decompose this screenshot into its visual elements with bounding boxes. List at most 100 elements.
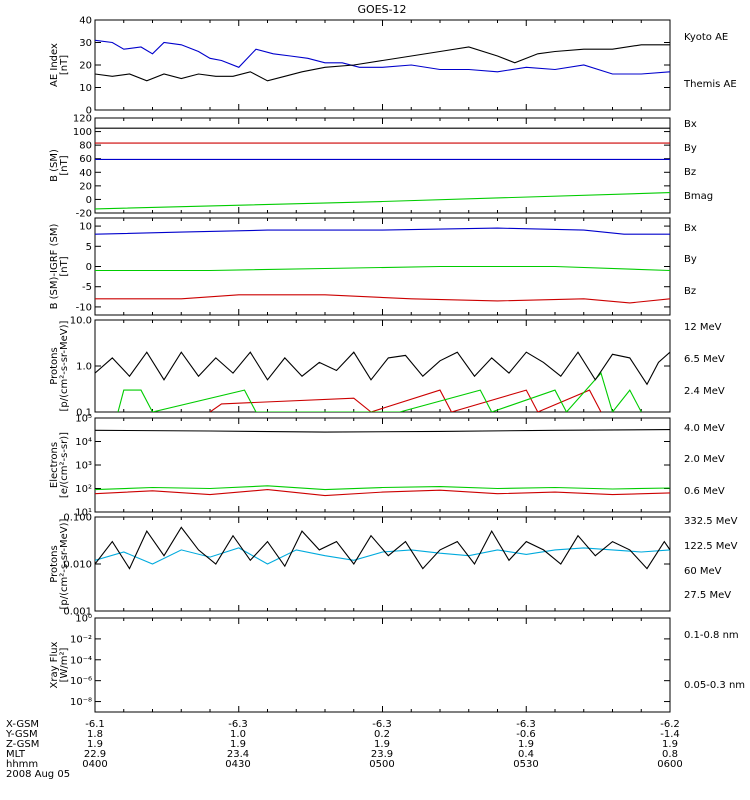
y-axis-label: [nT] xyxy=(59,155,70,175)
footer-value: 1.9 xyxy=(230,739,246,750)
footer-value: 23.9 xyxy=(371,749,393,760)
legend-entry: Bz xyxy=(684,286,696,297)
panel-2: -20 0 20 40 60 80 100 120 B (SM) [nT] Bx By Bz Bmag xyxy=(49,114,713,220)
y-tick-label: -20 xyxy=(76,209,92,220)
series-line xyxy=(209,389,602,412)
legend-entry: 27.5 MeV xyxy=(684,590,731,601)
y-tick-label: 5 xyxy=(86,242,92,253)
legend-entry: Bmag xyxy=(684,191,713,202)
y-tick-label: 10⁰ xyxy=(75,614,92,625)
legend-entry: 4.0 MeV xyxy=(684,423,725,434)
y-tick-label: 40 xyxy=(79,16,92,27)
panel-6: 0.001 0.010 0.100 Protons [p/(cm²-s-sr-MeV)]… xyxy=(49,513,738,618)
y-tick-label: 0 xyxy=(86,262,92,273)
y-tick-label: 0 xyxy=(86,195,92,206)
panel-frame xyxy=(94,117,671,214)
y-tick-label: 10¹ xyxy=(75,508,92,519)
y-axis-label: Electrons xyxy=(49,442,60,488)
y-tick-label: 10² xyxy=(75,484,92,495)
y-axis-label: AE Index xyxy=(49,43,60,87)
y-tick-label: 80 xyxy=(79,141,92,152)
footer-value: 1.9 xyxy=(374,739,390,750)
footer-value: 1.9 xyxy=(518,739,534,750)
footer-row-label: X-GSM xyxy=(6,719,39,730)
y-tick-label: 1.0 xyxy=(76,362,92,373)
footer-date: 2008 Aug 05 xyxy=(6,769,70,780)
series-line xyxy=(95,429,670,433)
legend-entry: 0.1-0.8 nm xyxy=(684,630,739,641)
legend-entry: Bz xyxy=(684,167,696,178)
y-axis-label: [nT] xyxy=(59,55,70,75)
y-tick-label: 10⁻² xyxy=(70,634,92,645)
footer-value: -6.2 xyxy=(660,719,680,730)
y-axis-label: [p/(cm²-s-sr-MeV)] xyxy=(59,518,70,609)
legend-entry: 60 MeV xyxy=(684,566,722,577)
series-line xyxy=(117,371,642,412)
y-tick-label: 0.100 xyxy=(63,513,92,524)
series-line xyxy=(95,547,670,565)
y-tick-label: 30 xyxy=(79,38,92,49)
y-axis-label: Protons xyxy=(49,347,60,384)
series-line xyxy=(95,227,670,235)
footer-value: 0530 xyxy=(513,759,538,770)
series-line xyxy=(95,265,670,272)
legend-entry: Themis AE xyxy=(683,79,737,90)
legend-entry: 0.6 MeV xyxy=(684,486,725,497)
footer-value: 0.2 xyxy=(374,729,390,740)
y-tick-label: 10⁻⁶ xyxy=(70,676,92,687)
series-line xyxy=(95,44,670,82)
footer-value: 1.0 xyxy=(230,729,246,740)
footer-row-label: hhmm xyxy=(6,759,38,770)
footer-value: 1.9 xyxy=(662,739,678,750)
legend-entry: 2.0 MeV xyxy=(684,454,725,465)
footer-value: 0400 xyxy=(82,759,107,770)
legend-entry: 122.5 MeV xyxy=(684,541,738,552)
footer-value: 0.8 xyxy=(662,749,678,760)
y-tick-label: 20 xyxy=(79,181,92,192)
y-tick-label: 10⁵ xyxy=(75,414,92,425)
y-tick-label: 10⁴ xyxy=(75,437,92,448)
footer-value: 0500 xyxy=(369,759,394,770)
footer-row-label: Z-GSM xyxy=(6,739,39,750)
y-axis-label: [W/m²] xyxy=(59,647,70,682)
y-tick-label: 10 xyxy=(79,222,92,233)
y-tick-label: 0.001 xyxy=(63,607,92,618)
footer-value: -1.4 xyxy=(660,729,680,740)
y-axis-label: [e/(cm²-s-sr)] xyxy=(59,432,70,498)
footer-value: 0430 xyxy=(225,759,250,770)
y-tick-label: -5 xyxy=(82,282,92,293)
y-tick-label: 60 xyxy=(79,154,92,165)
y-axis-label: B (SM) xyxy=(49,149,60,182)
legend-entry: Bx xyxy=(684,119,697,130)
footer-value: 22.9 xyxy=(84,749,106,760)
legend-entry: 332.5 MeV xyxy=(684,516,738,527)
series-line xyxy=(95,489,670,497)
y-tick-label: -10 xyxy=(76,302,92,313)
y-tick-label: 0 xyxy=(86,106,92,117)
footer-value: 1.8 xyxy=(87,729,103,740)
series-line xyxy=(95,485,670,491)
footer-value: 1.9 xyxy=(87,739,103,750)
y-tick-label: 10⁻⁸ xyxy=(70,697,92,708)
footer-value: -6.3 xyxy=(372,719,392,730)
legend-entry: 12 MeV xyxy=(684,322,722,333)
footer-value: 0.4 xyxy=(518,749,534,760)
footer-row-label: MLT xyxy=(6,749,26,760)
y-tick-label: 10.0 xyxy=(70,316,92,327)
legend-entry: 0.05-0.3 nm xyxy=(684,680,745,691)
y-axis-label: B (SM)-IGRF (SM) xyxy=(49,224,60,310)
series-line xyxy=(95,192,670,210)
panel-4: 0.1 1.0 10.0 Protons [p/(cm²-s-sr-MeV)] 12 Me… xyxy=(49,316,725,419)
panel-1: 0 10 20 30 40 AE Index [nT] Kyoto AE Themis AE xyxy=(49,16,737,117)
y-axis-label: Xray Flux xyxy=(49,641,60,688)
y-tick-label: 0.010 xyxy=(63,560,92,571)
series-line xyxy=(95,526,670,570)
footer-value: -6.3 xyxy=(516,719,536,730)
y-tick-label: 120 xyxy=(73,114,92,125)
legend-entry: 6.5 MeV xyxy=(684,354,725,365)
y-tick-label: 20 xyxy=(79,61,92,72)
footer-value: -6.3 xyxy=(228,719,248,730)
y-tick-label: 10 xyxy=(79,83,92,94)
